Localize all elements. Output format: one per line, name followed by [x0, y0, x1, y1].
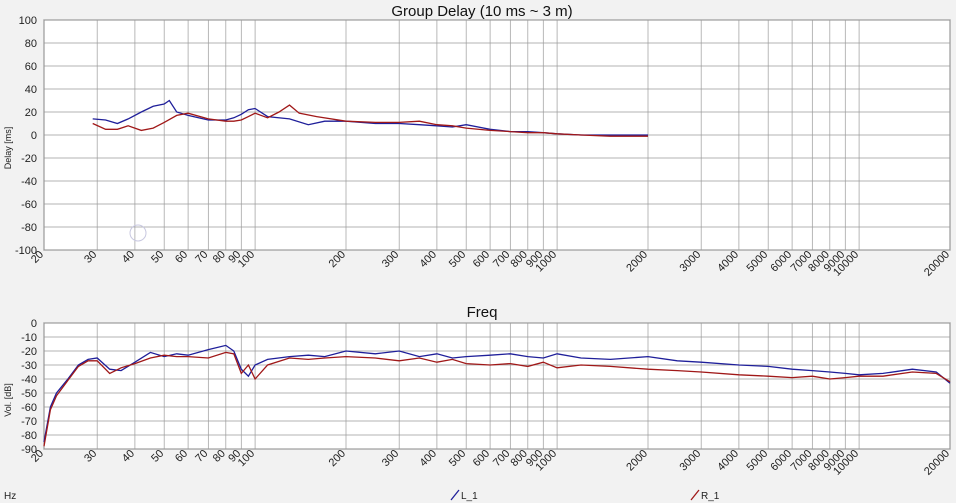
freq-title: Freq: [467, 304, 498, 321]
freq-y-tick-label: -40: [21, 374, 37, 386]
group-delay-y-tick-label: -100: [15, 245, 37, 257]
freq-y-tick-label: -60: [21, 402, 37, 414]
legend-label-l1: L_1: [461, 491, 478, 502]
group-delay-y-tick-label: -20: [21, 153, 37, 165]
group-delay-y-tick-label: 80: [25, 38, 37, 50]
group-delay-y-tick-label: -60: [21, 199, 37, 211]
freq-grid: [43, 322, 951, 450]
cursor-ring-icon: [129, 224, 147, 242]
group-delay-y-tick-label: -80: [21, 222, 37, 234]
group-delay-y-axis-label: Delay [ms]: [3, 127, 13, 170]
freq-y-ticks: 0 -10 -20 -30 -40 -50 -60 -70 -80 -90: [21, 318, 37, 456]
legend-label-r1: R_1: [701, 491, 720, 502]
group-delay-y-tick-label: -40: [21, 176, 37, 188]
freq-y-axis-label: Vol. [dB]: [3, 383, 13, 417]
group-delay-y-tick-label: 0: [31, 130, 37, 142]
freq-y-tick-label: -70: [21, 416, 37, 428]
group-delay-y-ticks: 100 80 60 40 20 0 -20 -40 -60 -80 -100: [15, 15, 37, 257]
freq-chart: Freq 0-10-20-30-40-50-60-70-80-90 20 30 40…: [3, 304, 952, 478]
legend-swatch-l1: [450, 489, 460, 501]
group-delay-y-tick-label: 100: [19, 15, 37, 27]
freq-y-tick-label: -30: [21, 360, 37, 372]
group-delay-y-tick-label: 20: [25, 107, 37, 119]
group-delay-title: Group Delay (10 ms ~ 3 m): [391, 3, 572, 20]
group-delay-y-tick-label: 60: [25, 61, 37, 73]
group-delay-grid: [43, 19, 951, 251]
group-delay-y-tick-label: 40: [25, 84, 37, 96]
freq-plot-area: [43, 322, 951, 450]
freq-y-tick-label: -20: [21, 346, 37, 358]
group-delay-chart: Group Delay (10 ms ~ 3 m) 100 80 60 40 20 0 -2…: [3, 3, 952, 279]
freq-y-tick-label: -80: [21, 430, 37, 442]
legend-swatch-r1: [690, 489, 700, 501]
x-unit-label: Hz: [4, 491, 16, 502]
freq-y-tick-label: -10: [21, 332, 37, 344]
legend-item-l1[interactable]: L_1: [450, 489, 478, 502]
legend-item-r1[interactable]: R_1: [690, 489, 720, 502]
freq-series-r1: [43, 351, 951, 447]
freq-y-tick-label: 0: [31, 318, 37, 330]
group-delay-series-r1: [92, 104, 648, 137]
freq-y-tick-label: -50: [21, 388, 37, 400]
freq-y-tick-label: -90: [21, 444, 37, 456]
freq-series-l1: [43, 344, 951, 443]
